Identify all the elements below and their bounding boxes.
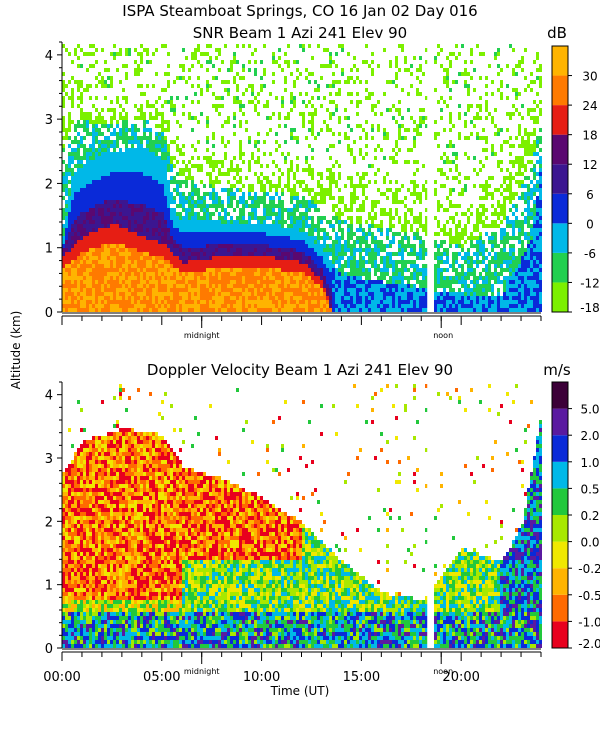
colorbar-segment: [552, 223, 568, 253]
colorbar-label: 30: [582, 70, 597, 84]
ytick-label: 2: [45, 515, 53, 530]
ytick-label: 4: [45, 49, 53, 64]
colorbar-segment: [552, 435, 568, 462]
colorbar-label: 2.0: [580, 429, 599, 443]
colorbar-label: 0.0: [580, 536, 599, 550]
colorbar-segment: [552, 541, 568, 569]
doppler-colorbar-unit: m/s: [543, 361, 571, 379]
ytick-label: 4: [45, 389, 53, 404]
colorbar-segment: [552, 382, 568, 409]
colorbar-label: 12: [582, 158, 597, 172]
ytick-label: 0: [45, 306, 53, 321]
x-axis-label: Time (UT): [270, 684, 330, 698]
ytick-label: 1: [45, 242, 53, 257]
xtick-label: 15:00: [343, 670, 380, 685]
colorbar-label: 0: [586, 217, 594, 231]
colorbar-label: -18: [580, 301, 600, 315]
xtick-label: 10:00: [243, 670, 280, 685]
colorbar-label: 0.2: [580, 509, 599, 523]
marker-label-midnight: midnight: [184, 667, 220, 676]
colorbar-segment: [552, 568, 568, 595]
doppler-colorbar: -2.0 -1.0 -0.5 -0.2 0.0 0.2 0.5 1.0 2.0 5.0: [551, 381, 600, 651]
ytick-label: 3: [45, 452, 53, 467]
doppler-plot-area: [62, 382, 542, 648]
colorbar-segment: [552, 252, 568, 283]
doppler-panel-title: Doppler Velocity Beam 1 Azi 241 Elev 90: [147, 361, 453, 379]
y-axis-label: Altitude (km): [9, 311, 23, 390]
doppler-panel: Doppler Velocity Beam 1 Azi 241 Elev 90 …: [43, 361, 600, 698]
colorbar-label: -0.2: [578, 562, 600, 576]
colorbar-segment: [552, 461, 568, 489]
snr-panel-title: SNR Beam 1 Azi 241 Elev 90: [193, 24, 407, 42]
colorbar-segment: [552, 488, 568, 515]
colorbar-label: 6: [586, 188, 594, 202]
doppler-axes: 0 1 2 3 4 midnight noon 00:00 05:00 10:00 15:00 20:…: [43, 381, 542, 685]
colorbar-segment: [552, 282, 568, 312]
figure-title: ISPA Steamboat Springs, CO 16 Jan 02 Day…: [122, 2, 477, 20]
snr-panel: SNR Beam 1 Azi 241 Elev 90 dB -18 -12 -6 0 6…: [45, 24, 600, 340]
colorbar-label: -1.0: [578, 615, 600, 629]
marker-label-midnight: midnight: [184, 331, 220, 340]
snr-plot-area: [62, 42, 542, 312]
xtick-label: 00:00: [43, 670, 80, 685]
colorbar-label: 1.0: [580, 456, 599, 470]
xtick-label: 20:00: [442, 670, 479, 685]
colorbar-label: 18: [582, 129, 597, 143]
colorbar-segment: [552, 105, 568, 135]
colorbar-segment: [552, 594, 568, 622]
colorbar-label: -0.5: [578, 589, 600, 603]
colorbar-label: -6: [584, 247, 596, 261]
colorbar-segment: [552, 193, 568, 224]
colorbar-segment: [552, 515, 568, 542]
ytick-label: 0: [45, 642, 53, 657]
marker-label-noon: noon: [433, 667, 453, 676]
ytick-label: 2: [45, 177, 53, 192]
colorbar-segment: [552, 621, 568, 648]
colorbar-label: 0.5: [580, 482, 599, 496]
colorbar-segment: [552, 75, 568, 106]
snr-colorbar: -18 -12 -6 0 6 12 18 24 30: [551, 45, 600, 315]
colorbar-segment: [552, 164, 568, 194]
xtick-label: 05:00: [143, 670, 180, 685]
colorbar-segment: [552, 408, 568, 436]
snr-colorbar-unit: dB: [547, 24, 567, 42]
colorbar-label: 5.0: [580, 403, 599, 417]
colorbar-label: -12: [580, 276, 600, 290]
colorbar-label: -2.0: [578, 637, 600, 651]
ytick-label: 3: [45, 113, 53, 128]
ytick-label: 1: [45, 579, 53, 594]
colorbar-label: 24: [582, 99, 597, 113]
colorbar-segment: [552, 46, 568, 76]
snr-axes: 0 1 2 3 4 midnight noon: [45, 41, 542, 340]
colorbar-segment: [552, 134, 568, 165]
marker-label-noon: noon: [433, 331, 453, 340]
